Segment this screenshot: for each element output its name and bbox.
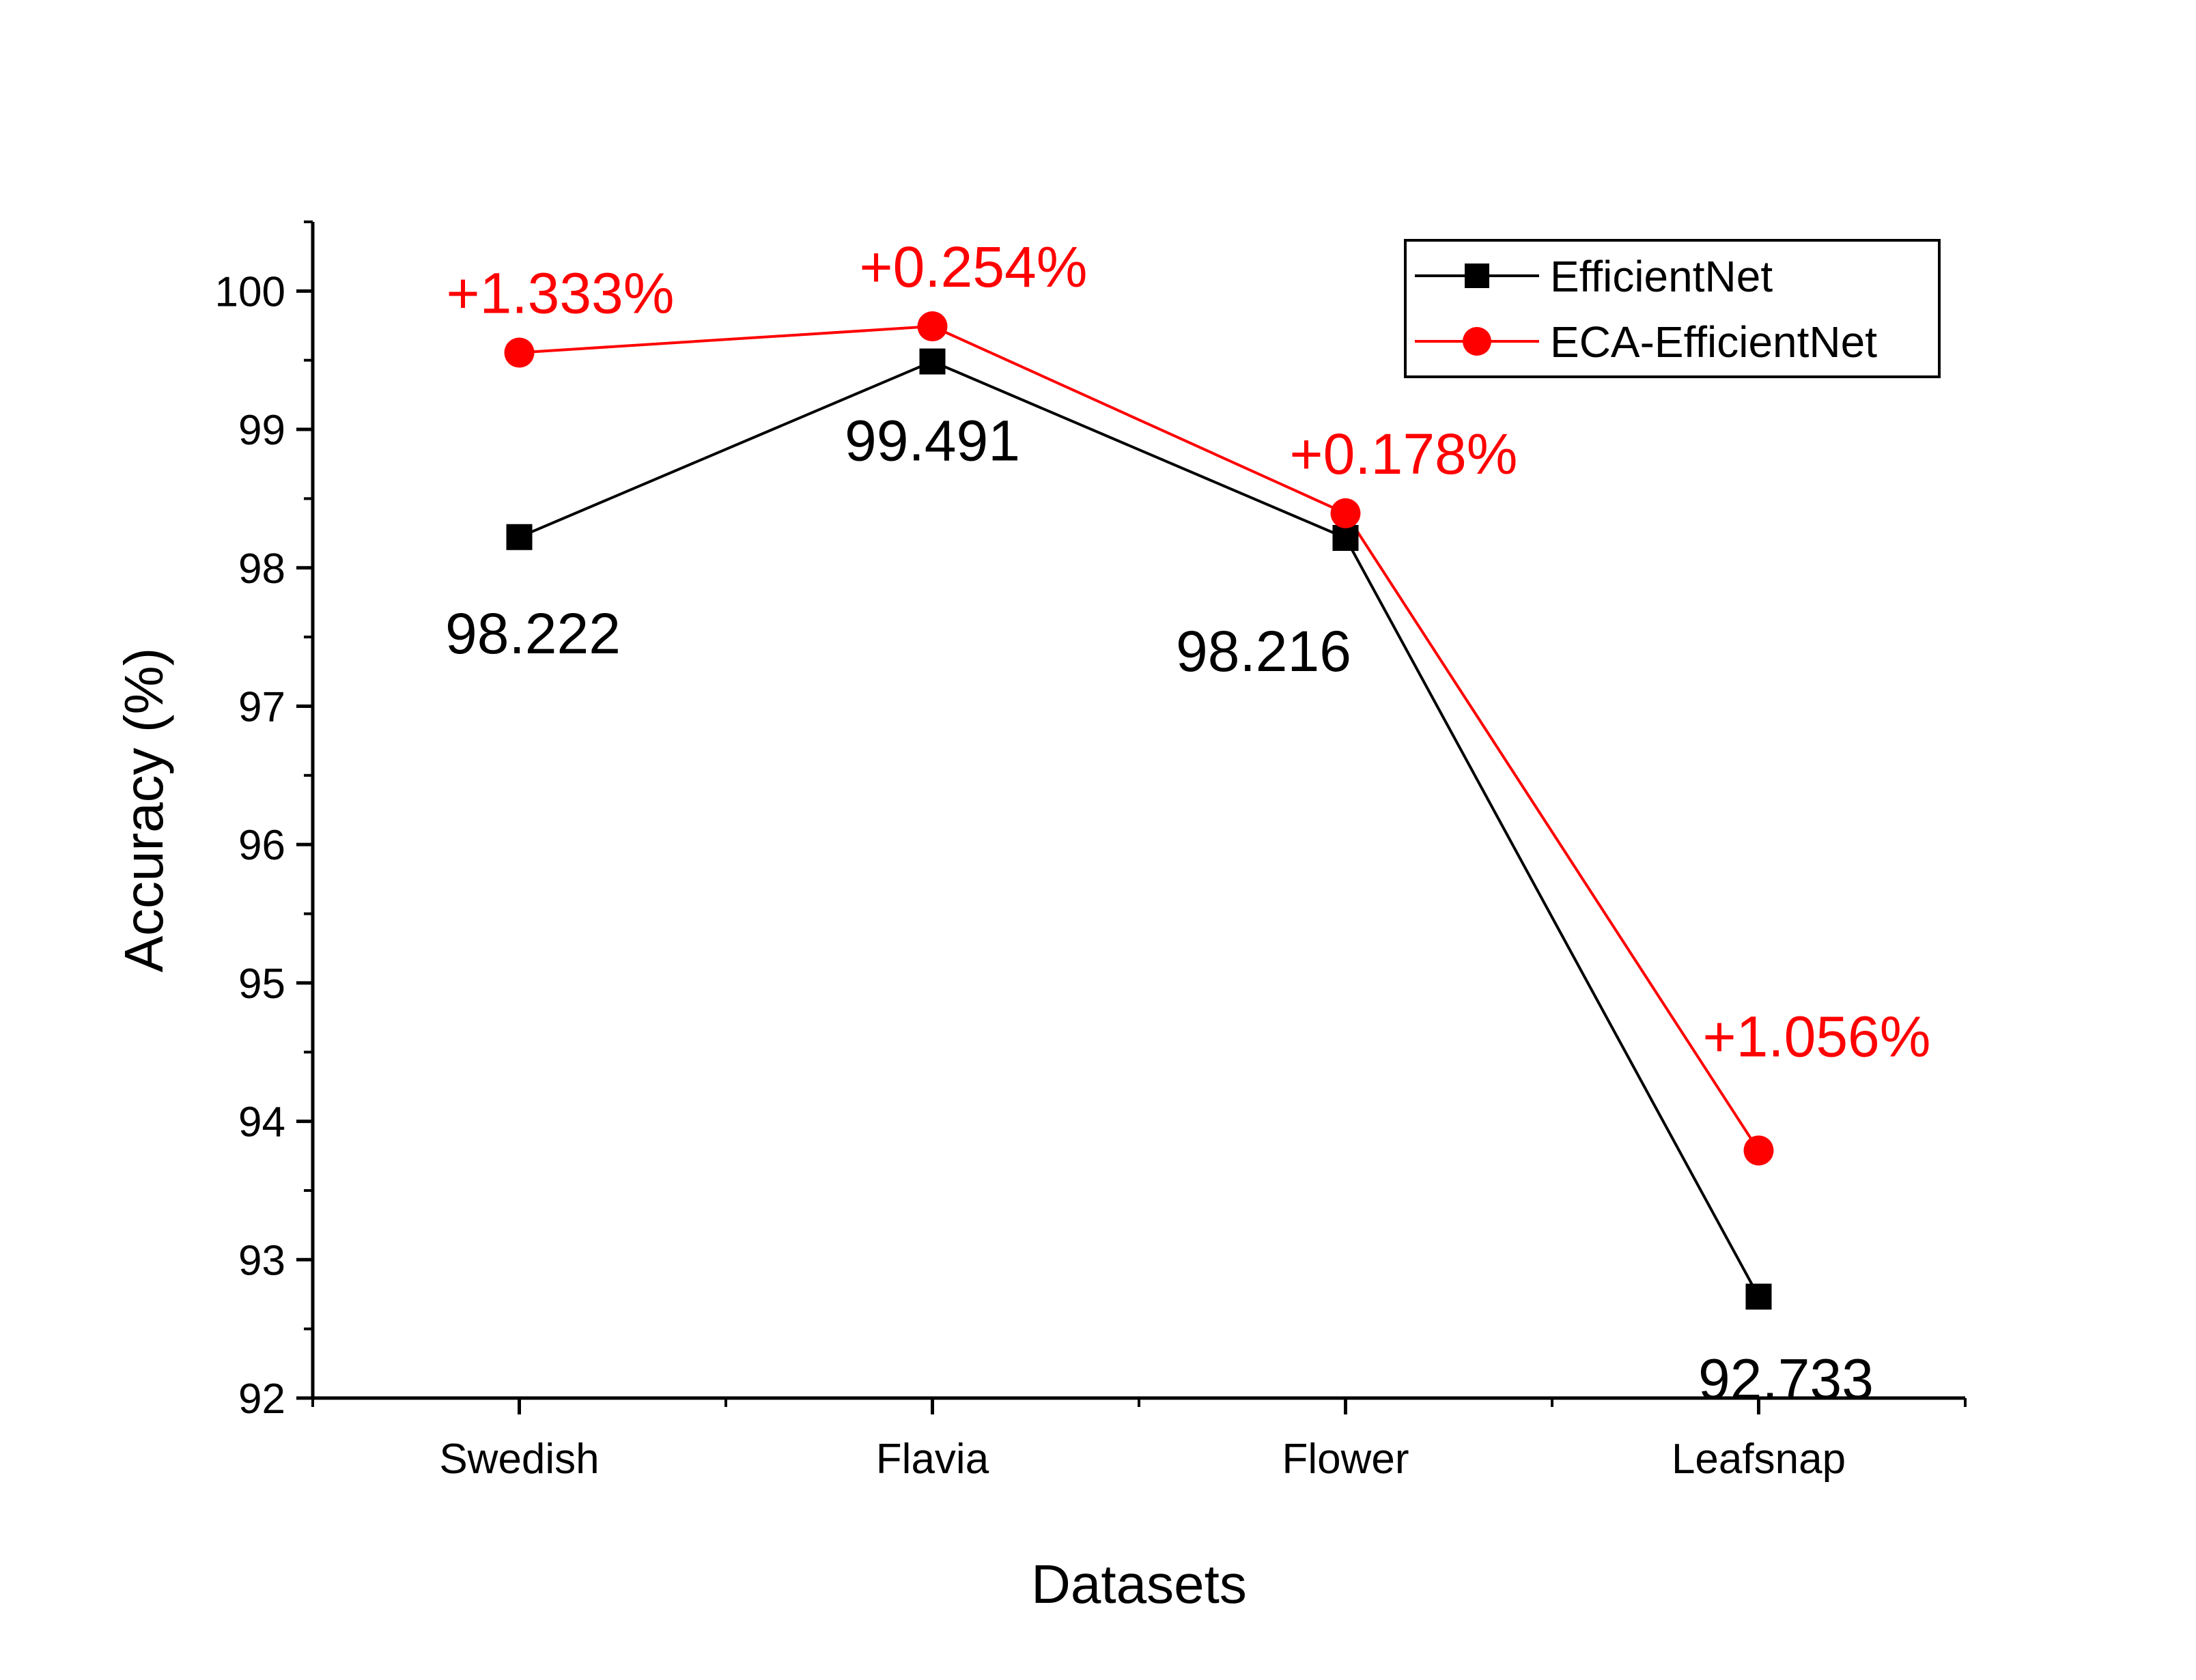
y-tick-label: 98 xyxy=(238,545,285,593)
x-tick-label: Leafsnap xyxy=(1672,1436,1846,1483)
x-axis-title: Datasets xyxy=(1031,1554,1247,1614)
axes: 92 93 94 95 96 97 98 99 100 Swedish Flavia Flower Le… xyxy=(215,220,1967,1483)
point-square-marker xyxy=(1745,1283,1772,1310)
improvement-label: +0.178% xyxy=(1290,422,1518,486)
value-label: 98.222 xyxy=(445,601,621,666)
point-circle-marker xyxy=(504,337,535,368)
series-line-efficientnet xyxy=(518,360,1760,1298)
y-tick-label: 100 xyxy=(215,268,285,315)
point-circle-marker xyxy=(1330,498,1361,528)
legend-circle-marker xyxy=(1463,327,1491,356)
improvement-label: +1.333% xyxy=(447,261,675,326)
y-tick-label: 95 xyxy=(238,960,285,1008)
y-tick-label: 97 xyxy=(238,683,285,730)
series-line-eca-efficientnet xyxy=(519,325,1760,1152)
improvement-label: +1.056% xyxy=(1703,1004,1931,1068)
x-tick-label: Flower xyxy=(1282,1436,1409,1483)
point-circle-marker xyxy=(917,311,948,342)
y-axis-title: Accuracy (%) xyxy=(113,648,174,973)
legend-label: ECA-EfficientNet xyxy=(1550,317,1877,367)
data-labels: 98.222 99.491 98.216 92.733 +1.333% +0.254% +0… xyxy=(445,235,1930,1411)
point-square-marker xyxy=(506,524,533,550)
value-label: 99.491 xyxy=(845,409,1020,473)
y-tick-label: 94 xyxy=(238,1099,285,1146)
point-square-marker xyxy=(919,348,946,375)
y-tick-label: 99 xyxy=(238,407,285,454)
legend-label: EfficientNet xyxy=(1550,252,1773,301)
legend-square-marker xyxy=(1465,264,1489,288)
x-tick-label: Flavia xyxy=(876,1436,989,1483)
legend: EfficientNet ECA-EfficientNet xyxy=(1404,239,1941,378)
value-label: 98.216 xyxy=(1176,619,1351,683)
series-layer xyxy=(504,311,1774,1310)
y-tick-label: 92 xyxy=(238,1376,285,1423)
x-tick-label: Swedish xyxy=(439,1436,599,1483)
value-label: 92.733 xyxy=(1698,1347,1874,1411)
y-tick-label: 93 xyxy=(238,1237,285,1284)
point-circle-marker xyxy=(1743,1135,1774,1166)
improvement-label: +0.254% xyxy=(860,235,1088,299)
point-square-marker xyxy=(1332,524,1359,551)
y-tick-label: 96 xyxy=(238,822,285,869)
legend-box xyxy=(1404,239,1941,378)
